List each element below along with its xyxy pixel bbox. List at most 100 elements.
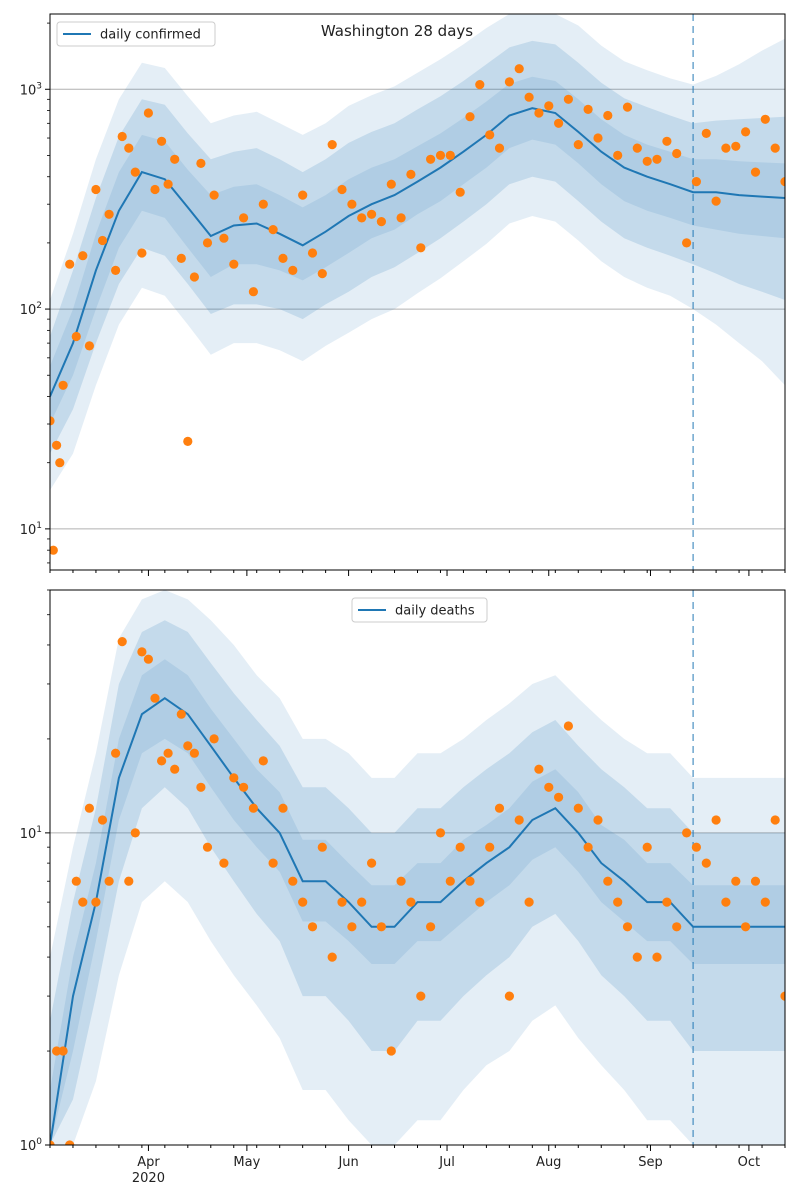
observed-point (50, 1140, 55, 1145)
model-line (50, 107, 785, 397)
x-tick-label: Oct (738, 1155, 760, 1170)
observed-point (278, 803, 288, 813)
observed-point (183, 436, 193, 446)
y-tick-label-base: 10 (20, 827, 37, 842)
observed-point (248, 287, 258, 297)
observed-point (337, 897, 347, 907)
observed-point (603, 876, 613, 886)
observed-point (327, 952, 337, 962)
observed-point (494, 143, 505, 153)
observed-point (130, 828, 140, 838)
x-tick-label: Jun (337, 1155, 358, 1170)
observed-point (367, 858, 377, 868)
observed-point (248, 803, 258, 813)
observed-point (504, 77, 514, 87)
observed-point (196, 158, 206, 168)
observed-point (84, 803, 94, 813)
x-tick-label: Apr (137, 1155, 160, 1170)
observed-point (111, 265, 121, 275)
observed-point (613, 897, 623, 907)
observed-point (239, 213, 249, 223)
observed-point (65, 1140, 75, 1145)
observed-point (189, 272, 199, 282)
chart-title: Washington 28 days (321, 22, 473, 40)
uncertainty-band-3 (50, 590, 785, 1145)
y-tick-label: 100 (20, 1137, 43, 1154)
observed-point (494, 803, 505, 813)
observed-point (632, 952, 642, 962)
observed-point (465, 112, 475, 122)
observed-point (288, 265, 298, 275)
observed-point (298, 897, 308, 907)
observed-point (347, 199, 357, 209)
observed-point (445, 876, 455, 886)
y-tick-label-exponent: 1 (36, 825, 42, 835)
y-tick-label: 102 (20, 301, 42, 318)
observed-point (258, 756, 268, 766)
observed-point (622, 102, 633, 112)
observed-point (642, 842, 652, 852)
observed-point (406, 169, 416, 179)
observed-point (691, 842, 702, 852)
observed-point (445, 150, 455, 160)
observed-point (104, 209, 114, 219)
observed-point (455, 842, 465, 852)
observed-point (307, 922, 318, 932)
observed-point (189, 748, 199, 758)
observed-point (97, 815, 108, 825)
observed-point (163, 179, 173, 189)
observed-point (130, 167, 140, 177)
observed-point (209, 734, 219, 744)
observed-point (137, 248, 147, 258)
observed-point (163, 748, 173, 758)
observed-point (111, 748, 121, 758)
observed-point (672, 922, 682, 932)
observed-point (202, 238, 213, 248)
legend-label: daily deaths (395, 604, 475, 619)
observed-point (544, 782, 554, 792)
observed-point (544, 101, 554, 111)
observed-point (622, 922, 633, 932)
x-year-label: 2020 (132, 1171, 165, 1186)
y-tick-label-exponent: 1 (36, 521, 42, 531)
y-tick-label: 101 (20, 825, 42, 842)
observed-point (97, 235, 108, 246)
y-tick-label-exponent: 0 (36, 1137, 42, 1147)
y-tick-label-exponent: 3 (36, 81, 42, 91)
observed-point (91, 897, 101, 907)
observed-point (455, 187, 465, 197)
legend-box (351, 597, 488, 623)
uncertainty-band-3 (50, 14, 785, 491)
observed-point (170, 764, 180, 774)
observed-point (731, 876, 741, 886)
observed-point (741, 922, 751, 932)
observed-point (396, 213, 406, 223)
observed-point (347, 922, 357, 932)
observed-point (357, 213, 367, 223)
observed-point (124, 876, 134, 886)
observed-point (524, 897, 534, 907)
observed-point (357, 897, 367, 907)
observed-point (376, 922, 386, 932)
observed-point (117, 131, 127, 142)
observed-point (317, 842, 327, 852)
observed-point (65, 259, 75, 269)
observed-point (603, 110, 613, 121)
observed-point (514, 64, 524, 74)
plot-area (50, 14, 785, 570)
observed-point (396, 876, 406, 886)
observed-point (183, 741, 193, 751)
observed-point (157, 756, 167, 766)
observed-point (721, 143, 731, 153)
observed-point (170, 154, 180, 164)
observed-point (514, 815, 524, 825)
observed-point (337, 184, 347, 195)
observed-point (52, 440, 62, 450)
observed-point (176, 253, 186, 263)
legend-box (56, 21, 216, 47)
observed-point (682, 238, 692, 248)
observed-point (760, 114, 770, 124)
y-tick-label-base: 10 (20, 523, 37, 538)
